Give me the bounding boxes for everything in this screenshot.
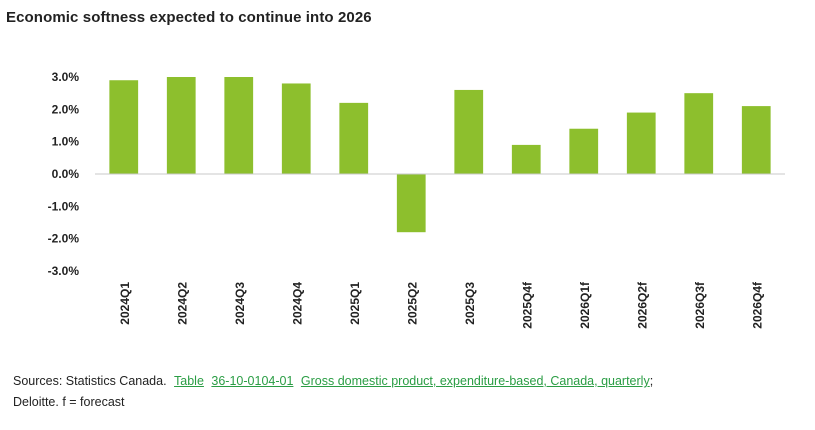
- bars: [109, 77, 771, 233]
- x-tick-label: 2026Q4f: [750, 281, 764, 329]
- bar: [166, 77, 196, 174]
- y-tick-label: -1.0%: [48, 199, 80, 213]
- bar: [684, 93, 714, 174]
- x-tick-label: 2026Q3f: [693, 281, 707, 329]
- y-tick-label: 3.0%: [52, 70, 80, 84]
- bar: [741, 106, 771, 174]
- source-link-table-name[interactable]: Gross domestic product, expenditure-base…: [300, 374, 650, 388]
- source-note: Sources: Statistics Canada. Table 36-10-…: [13, 371, 803, 413]
- bar: [339, 102, 369, 174]
- x-tick-label: 2024Q4: [290, 282, 304, 325]
- source-line2: Deloitte. f = forecast: [13, 395, 125, 409]
- x-tick-label: 2024Q3: [233, 282, 247, 325]
- x-tick-label: 2025Q2: [405, 282, 419, 325]
- bar: [626, 112, 656, 174]
- bar: [511, 144, 541, 174]
- y-tick-label: 2.0%: [52, 102, 80, 116]
- x-axis-labels: 2024Q1 2024Q2 2024Q3 2024Q4 2025Q1 2025Q2 2025…: [118, 281, 765, 329]
- bar: [109, 80, 139, 174]
- source-link-table[interactable]: Table: [174, 374, 204, 388]
- y-tick-label: -3.0%: [48, 264, 80, 278]
- x-tick-label: 2025Q3: [463, 282, 477, 325]
- chart-title: Economic softness expected to continue i…: [6, 9, 372, 26]
- x-tick-label: 2024Q1: [118, 282, 132, 325]
- y-tick-label: -2.0%: [48, 232, 80, 246]
- x-tick-label: 2024Q2: [175, 282, 189, 325]
- source-prefix: Sources: Statistics Canada.: [13, 374, 167, 388]
- bar: [569, 128, 599, 174]
- bar: [281, 83, 311, 174]
- x-tick-label: 2026Q2f: [635, 281, 649, 329]
- source-link-table-id[interactable]: 36-10-0104-01: [211, 374, 294, 388]
- bar: [224, 77, 254, 174]
- x-tick-label: 2025Q4f: [520, 281, 534, 329]
- x-tick-label: 2025Q1: [348, 282, 362, 325]
- bar: [454, 89, 484, 174]
- x-tick-label: 2026Q1f: [578, 281, 592, 329]
- bar: [396, 174, 426, 233]
- y-tick-label: 1.0%: [52, 135, 80, 149]
- y-axis: 3.0% 2.0% 1.0% 0.0% -1.0% -2.0% -3.0%: [48, 70, 80, 278]
- y-tick-label: 0.0%: [52, 167, 80, 181]
- bar-chart: 3.0%2.0%1.0%0.0%-1.0%-2.0%-3.0% 2024Q1 20…: [48, 70, 785, 329]
- source-semicolon: ;: [649, 374, 654, 388]
